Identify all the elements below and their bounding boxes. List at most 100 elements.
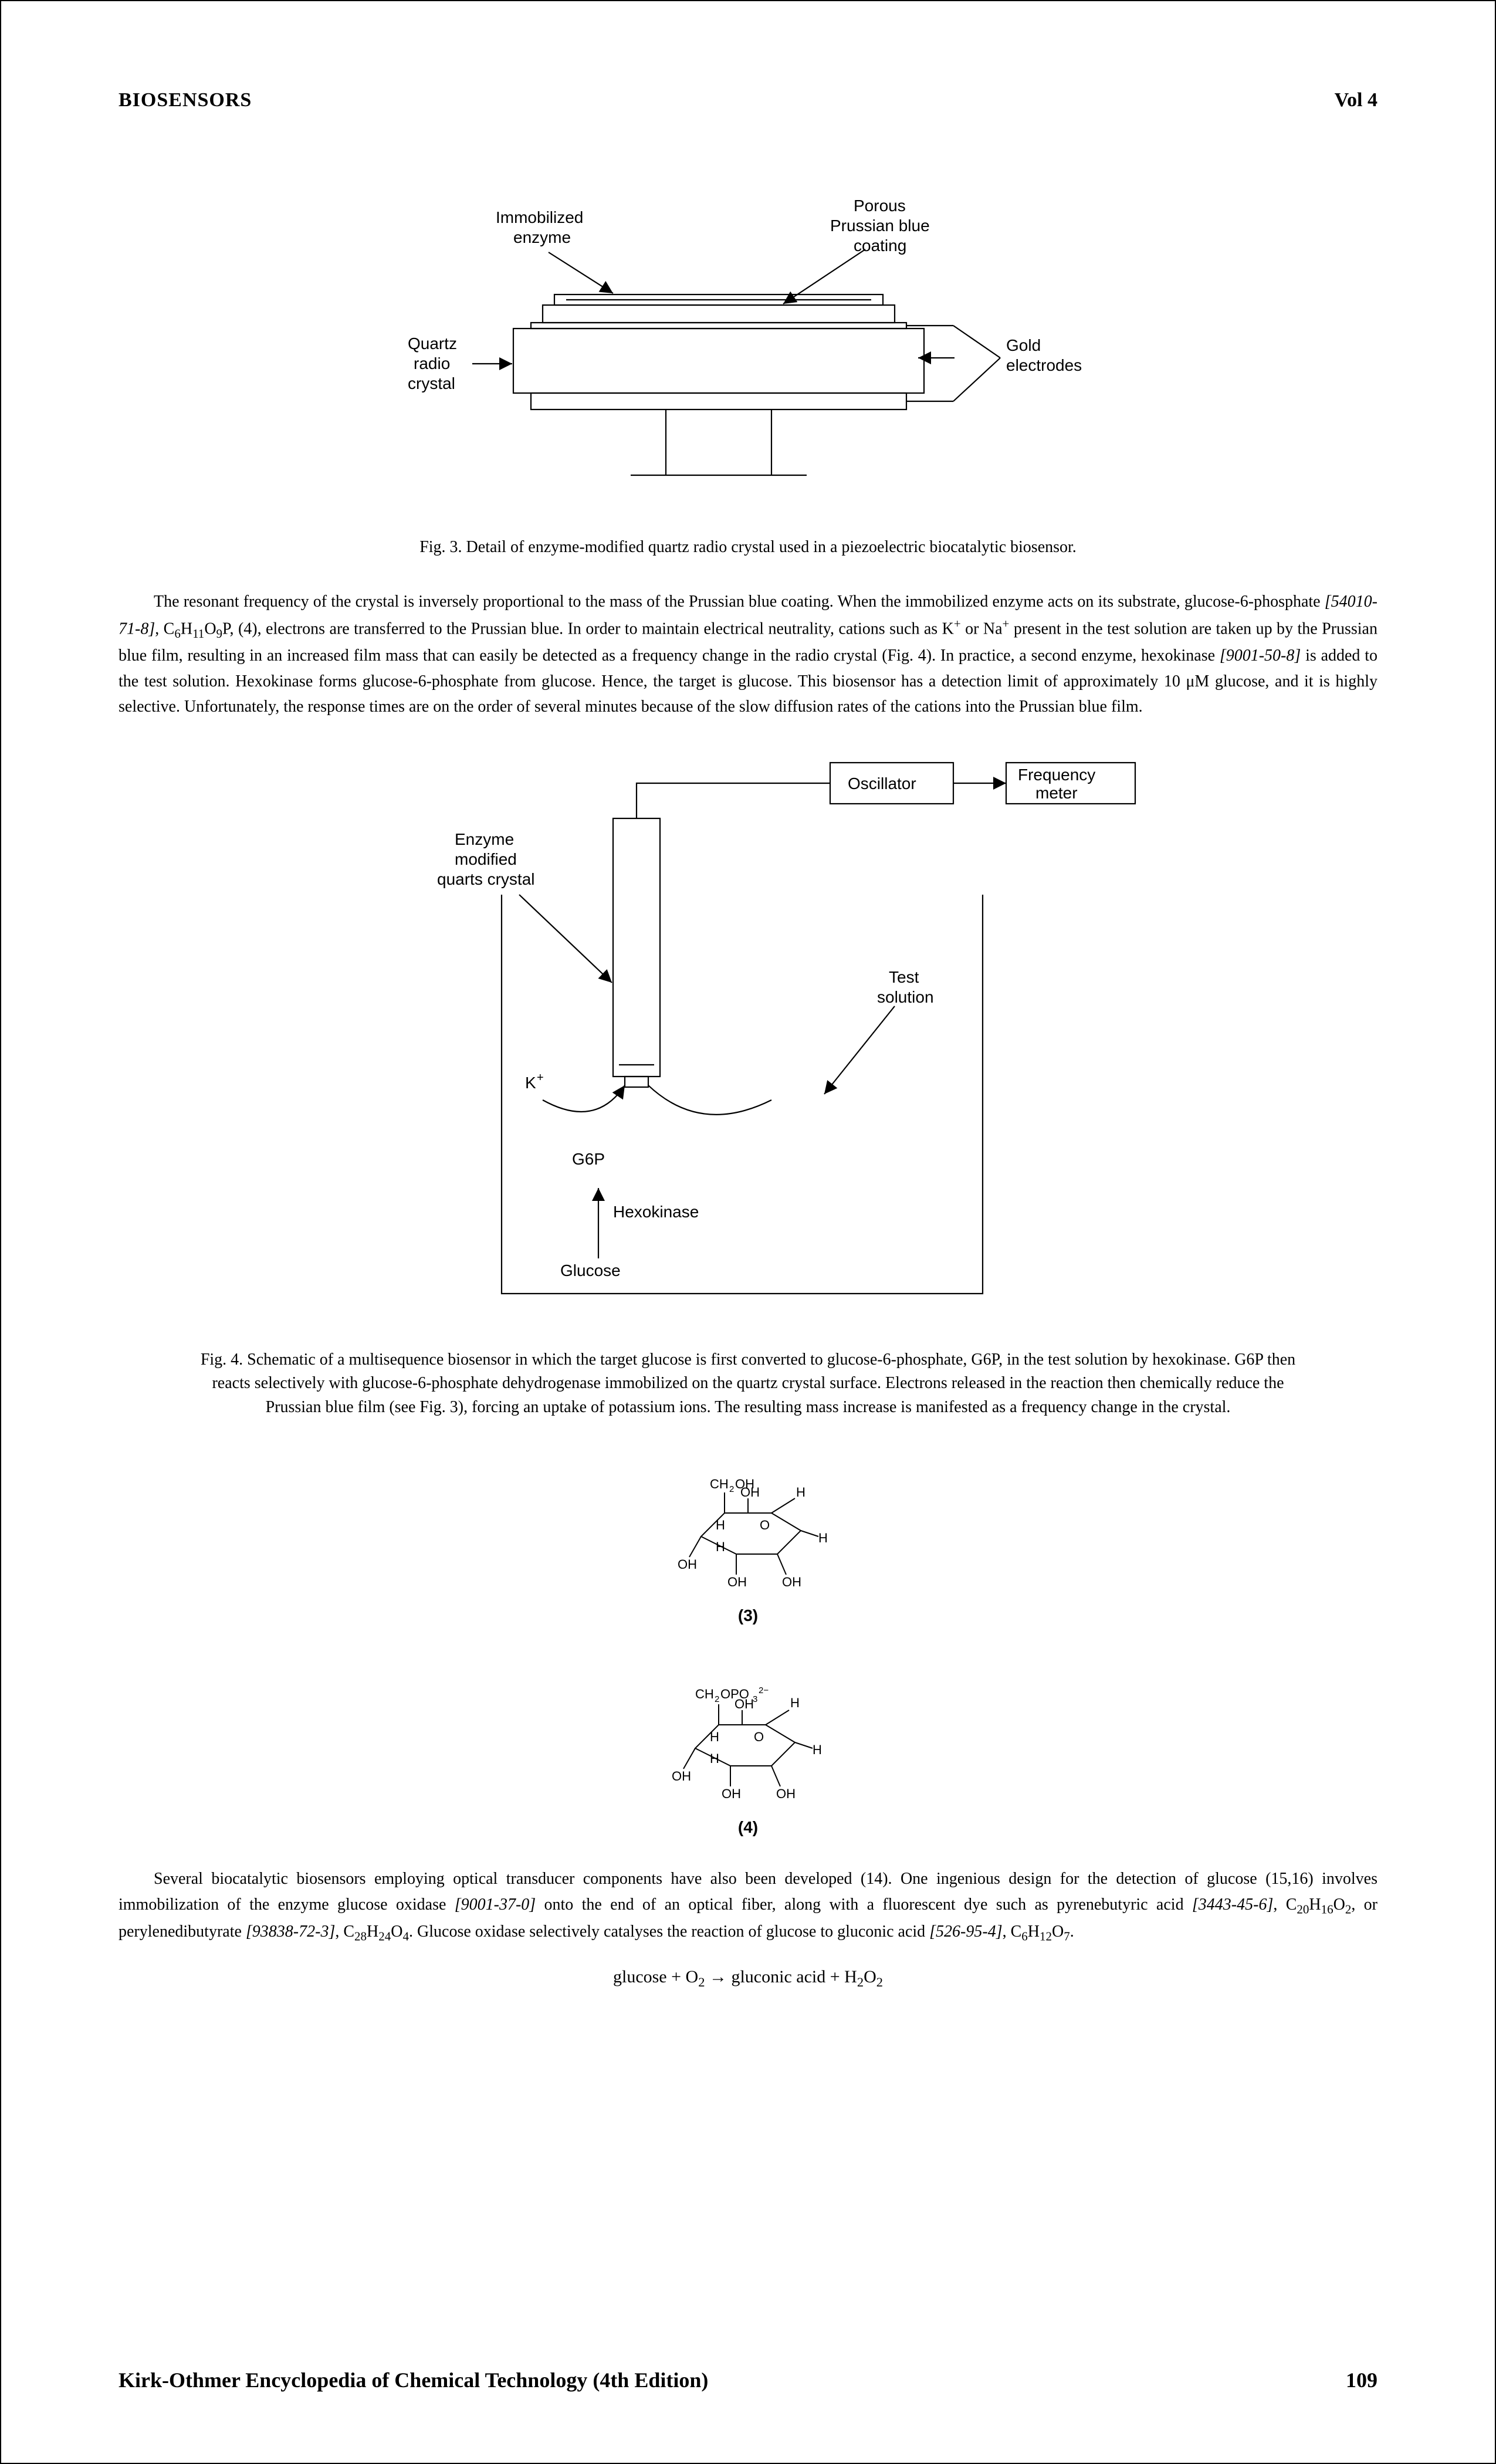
footer-left: Kirk-Othmer Encyclopedia of Chemical Tec…: [119, 2368, 708, 2392]
p2-f1: 20: [1297, 1902, 1309, 1916]
freq-meter-label-2: meter: [1035, 784, 1078, 802]
eq-c: O: [864, 1967, 876, 1986]
svg-text:Immobilized: Immobilized: [496, 208, 583, 226]
p2-m: . Glucose oxidase selectively catalyses …: [409, 1923, 929, 1941]
p2-c: , C: [1273, 1896, 1297, 1914]
p2-i3: [93838-72-3]: [246, 1923, 335, 1941]
figure-4-caption: Fig. 4. Schematic of a multisequence bio…: [191, 1348, 1305, 1420]
svg-text:Porous: Porous: [854, 197, 906, 215]
header-right: Vol 4: [1335, 89, 1377, 111]
p2-f5: 24: [378, 1930, 391, 1944]
eq-b: gluconic acid + H: [731, 1967, 857, 1986]
oscillator-label: Oscillator: [848, 774, 916, 793]
header-left: BIOSENSORS: [119, 89, 252, 111]
p2-p: O: [1052, 1923, 1064, 1941]
p1-f3: 9: [216, 627, 223, 641]
eq-s2: 2: [857, 1975, 864, 1989]
svg-text:H: H: [790, 1695, 800, 1710]
p2-d: H: [1309, 1896, 1321, 1914]
paragraph-1: The resonant frequency of the crystal is…: [119, 589, 1377, 720]
freq-meter-label-1: Frequency: [1018, 766, 1095, 784]
svg-text:2−: 2−: [759, 1685, 769, 1695]
p1-d: O: [204, 620, 216, 638]
p2-f8: 12: [1040, 1930, 1052, 1944]
p1-a: The resonant frequency of the crystal is…: [154, 593, 1325, 611]
p1-plus2: +: [1003, 617, 1010, 631]
p2-b: onto the end of an optical fiber, along …: [536, 1896, 1192, 1914]
p2-n: , C: [1003, 1923, 1022, 1941]
eq-arrow: →: [705, 1967, 731, 1986]
p2-f3: 2: [1345, 1902, 1352, 1916]
svg-text:quarts crystal: quarts crystal: [437, 870, 535, 888]
p2-i4: [526-95-4]: [929, 1923, 1002, 1941]
paragraph-2: Several biocatalytic biosensors employin…: [119, 1866, 1377, 1946]
svg-text:electrodes: electrodes: [1006, 356, 1082, 374]
structure-4-label: (4): [119, 1818, 1377, 1837]
eq-s1: 2: [698, 1975, 705, 1989]
p2-f2: 16: [1321, 1902, 1333, 1916]
svg-text:OH: OH: [672, 1769, 691, 1783]
svg-text:H: H: [796, 1485, 805, 1500]
eq-s3: 2: [876, 1975, 883, 1989]
svg-text:O: O: [760, 1518, 770, 1532]
figure-4-wrap: Oscillator Frequency meter Enzyme modifi…: [119, 730, 1377, 1420]
structure-3-wrap: CH2OH H OH H O H OH OH OH H (3): [119, 1448, 1377, 1625]
svg-text:G6P: G6P: [572, 1150, 605, 1168]
svg-text:radio: radio: [414, 354, 450, 373]
structure-4-svg: CH2OPO32− H OH H O H OH OH OH H: [654, 1672, 842, 1807]
svg-text:modified: modified: [455, 850, 517, 868]
structure-4-wrap: CH2OPO32− H OH H O H OH OH OH H (4): [119, 1654, 1377, 1837]
svg-text:H: H: [813, 1742, 822, 1757]
figure-3-caption: Fig. 3. Detail of enzyme-modified quartz…: [191, 536, 1305, 560]
p1-g: or Na: [961, 620, 1003, 638]
svg-text:CH: CH: [710, 1477, 729, 1491]
svg-text:Gold: Gold: [1006, 336, 1041, 354]
svg-text:Test: Test: [889, 968, 919, 986]
page-header: BIOSENSORS Vol 4: [119, 89, 1377, 111]
svg-text:crystal: crystal: [408, 374, 455, 392]
p2-q: .: [1070, 1923, 1074, 1941]
structure-3-label: (3): [119, 1606, 1377, 1625]
figure-3-svg: Immobilized enzyme Porous Prussian blue …: [337, 182, 1159, 499]
svg-text:Prussian blue: Prussian blue: [830, 216, 930, 235]
p2-i2: [3443-45-6]: [1192, 1896, 1273, 1914]
p1-f2: 11: [192, 627, 204, 641]
svg-text:solution: solution: [877, 988, 934, 1006]
figure-4-svg: Oscillator Frequency meter Enzyme modifi…: [337, 748, 1159, 1311]
p1-f1: 6: [174, 627, 181, 641]
svg-text:OH: OH: [727, 1575, 747, 1589]
p2-f6: 4: [403, 1930, 409, 1944]
p1-i2: [9001-50-8]: [1220, 647, 1301, 665]
p2-f9: 7: [1064, 1930, 1070, 1944]
p2-j: H: [367, 1923, 378, 1941]
p1-c: H: [181, 620, 192, 638]
p2-k: O: [391, 1923, 402, 1941]
svg-text:CH: CH: [695, 1687, 714, 1701]
svg-text:OH: OH: [722, 1786, 741, 1801]
svg-text:OH: OH: [678, 1557, 697, 1572]
svg-text:OH: OH: [782, 1575, 801, 1589]
p2-h: , C: [335, 1923, 354, 1941]
p1-e: P, (4), electrons are transferred to the…: [222, 620, 954, 638]
svg-text:2: 2: [715, 1694, 719, 1704]
svg-text:K: K: [525, 1074, 536, 1092]
svg-text:Hexokinase: Hexokinase: [613, 1203, 699, 1221]
eq-a: glucose + O: [613, 1967, 698, 1986]
structure-3-svg: CH2OH H OH H O H OH OH OH H: [660, 1466, 836, 1595]
svg-text:OH: OH: [776, 1786, 796, 1801]
p2-i1: [9001-37-0]: [455, 1896, 536, 1914]
p1-plus1: +: [954, 617, 961, 631]
page-footer: Kirk-Othmer Encyclopedia of Chemical Tec…: [119, 2368, 1377, 2392]
svg-text:Quartz: Quartz: [408, 334, 457, 353]
svg-text:Enzyme: Enzyme: [455, 830, 514, 848]
svg-text:H: H: [716, 1518, 725, 1532]
svg-text:+: +: [537, 1071, 544, 1084]
svg-text:coating: coating: [854, 236, 906, 255]
p2-f7: 6: [1021, 1930, 1028, 1944]
svg-text:H: H: [710, 1729, 719, 1744]
svg-text:Glucose: Glucose: [560, 1261, 621, 1280]
p2-e: O: [1333, 1896, 1345, 1914]
svg-text:H: H: [818, 1531, 828, 1545]
svg-text:enzyme: enzyme: [513, 228, 571, 246]
p1-b: , C: [155, 620, 174, 638]
